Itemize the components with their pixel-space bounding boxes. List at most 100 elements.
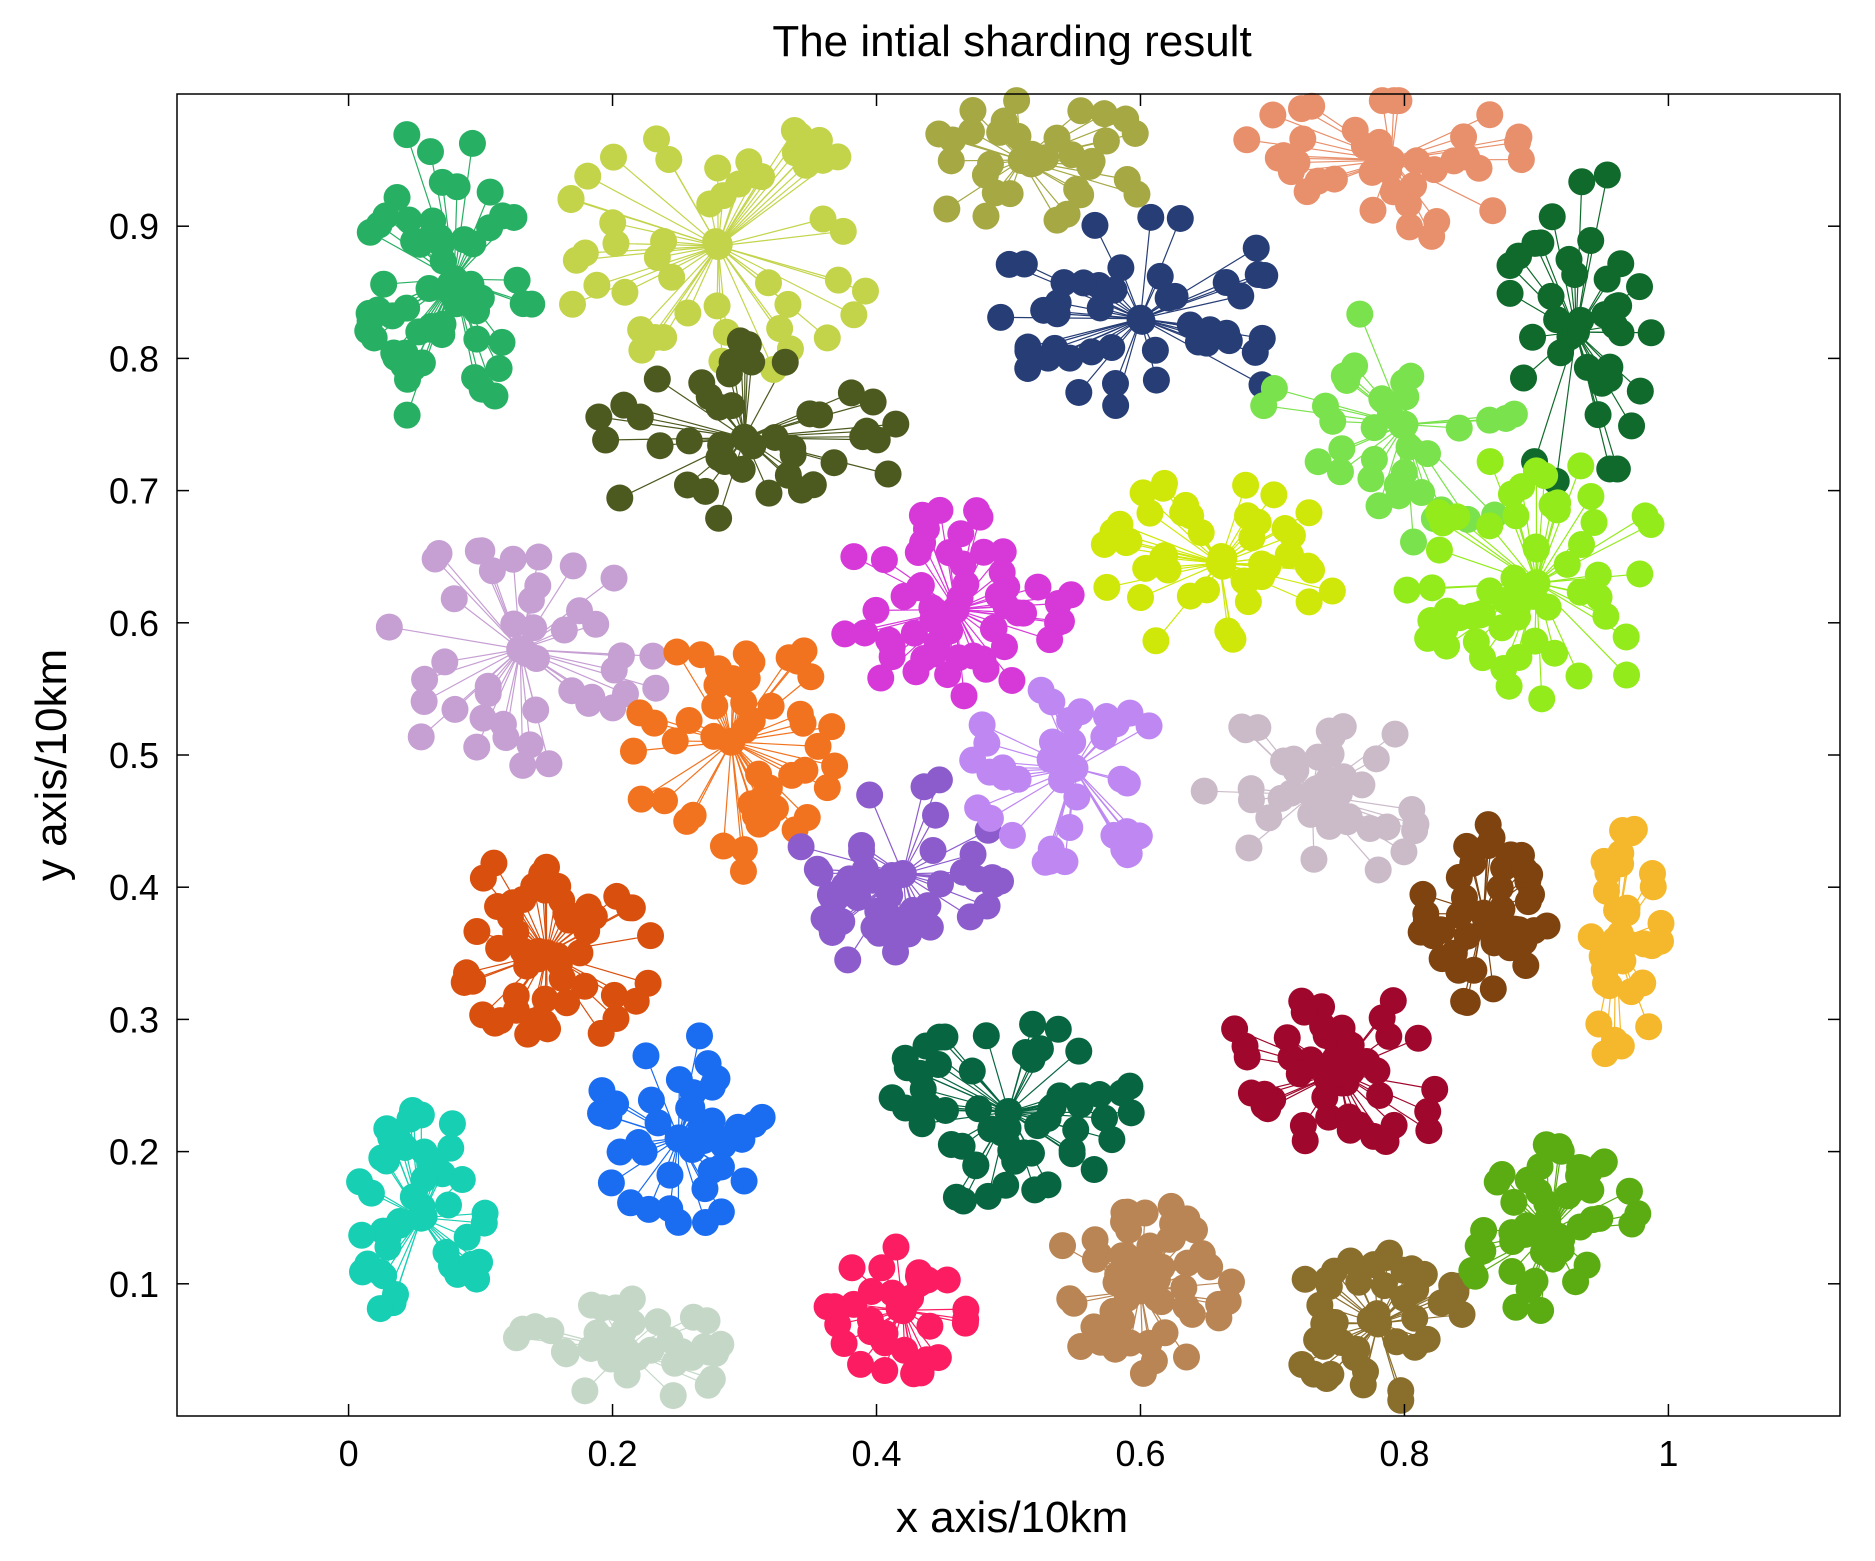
data-point — [1107, 254, 1135, 282]
cluster-link — [717, 245, 727, 333]
data-point — [988, 558, 1016, 586]
data-point — [1495, 672, 1523, 700]
data-point — [348, 1221, 376, 1249]
data-point — [950, 682, 978, 710]
data-point — [1078, 147, 1106, 175]
data-point — [933, 195, 961, 223]
data-point — [829, 217, 857, 245]
data-point — [488, 328, 516, 356]
cluster-link — [1535, 465, 1582, 584]
data-point — [1135, 712, 1163, 740]
data-point — [428, 168, 456, 196]
data-point — [824, 266, 852, 294]
cluster-link — [722, 741, 732, 847]
data-point — [973, 729, 1001, 757]
data-point — [1591, 1040, 1619, 1068]
data-point — [1590, 1148, 1618, 1176]
cluster-center — [941, 595, 970, 624]
data-point — [989, 754, 1017, 782]
data-point — [1390, 838, 1418, 866]
data-point — [1462, 628, 1490, 656]
data-point — [996, 180, 1024, 208]
data-point — [952, 1295, 980, 1323]
data-point — [1300, 1360, 1328, 1388]
data-point — [1626, 377, 1654, 405]
data-point — [719, 665, 747, 693]
data-point — [924, 1344, 952, 1372]
y-tick-label: 0.3 — [109, 999, 159, 1040]
data-point — [989, 538, 1017, 566]
data-point — [1486, 874, 1514, 902]
cluster-center — [532, 939, 561, 968]
data-point — [1300, 845, 1328, 873]
data-point — [1190, 777, 1218, 805]
data-point — [1476, 512, 1504, 540]
data-point — [679, 801, 707, 829]
data-point — [998, 821, 1026, 849]
data-point — [587, 1019, 615, 1047]
data-point — [1366, 1081, 1394, 1109]
data-point — [1626, 560, 1654, 588]
data-point — [1584, 401, 1612, 429]
data-point — [1233, 567, 1261, 595]
data-point — [1285, 1060, 1313, 1088]
data-point — [509, 290, 537, 318]
data-point — [694, 1050, 722, 1078]
data-point — [1476, 101, 1504, 129]
data-point — [1010, 599, 1038, 627]
cluster-link — [1007, 1024, 1034, 1113]
cluster-center — [717, 727, 746, 756]
data-point — [661, 1349, 689, 1377]
data-point — [1081, 1226, 1109, 1254]
data-point — [796, 400, 824, 428]
data-point — [1295, 588, 1323, 616]
data-point — [1537, 282, 1565, 310]
data-point — [485, 934, 513, 962]
data-point — [771, 348, 799, 376]
data-point — [459, 967, 487, 995]
data-point — [1066, 698, 1094, 726]
data-point — [635, 1195, 663, 1223]
data-point — [1433, 597, 1461, 625]
data-point — [1176, 311, 1204, 339]
data-point — [1173, 1249, 1201, 1277]
data-point — [1561, 261, 1589, 289]
data-point — [391, 1133, 419, 1161]
data-point — [1612, 623, 1640, 651]
data-point — [1318, 577, 1346, 605]
data-point — [1233, 126, 1261, 154]
data-point — [1141, 336, 1169, 364]
data-point — [830, 1330, 858, 1358]
data-point — [806, 859, 834, 887]
data-point — [868, 1254, 896, 1282]
cluster-link — [717, 164, 807, 247]
data-point — [1234, 588, 1262, 616]
data-point — [718, 392, 746, 420]
data-point — [1480, 924, 1508, 952]
data-point — [552, 1340, 580, 1368]
data-point — [602, 1090, 630, 1118]
data-point — [627, 785, 655, 813]
data-point — [1618, 412, 1646, 440]
data-point — [1091, 1104, 1119, 1132]
data-point — [618, 1309, 646, 1337]
data-point — [730, 1167, 758, 1195]
data-point — [1586, 1204, 1614, 1232]
data-point — [1423, 208, 1451, 236]
data-point — [571, 972, 599, 1000]
data-point — [1577, 482, 1605, 510]
data-point — [871, 1357, 899, 1385]
data-point — [804, 732, 832, 760]
data-point — [1304, 743, 1332, 771]
cluster-link — [938, 1064, 1009, 1113]
data-point — [366, 1295, 394, 1323]
data-point — [1562, 1268, 1590, 1296]
data-point — [1428, 916, 1456, 944]
data-point — [1415, 1117, 1443, 1145]
data-point — [1401, 1304, 1429, 1332]
data-point — [1588, 369, 1616, 397]
data-point — [1647, 927, 1675, 955]
cluster-link — [389, 626, 521, 650]
data-point — [970, 538, 998, 566]
data-point — [818, 918, 846, 946]
